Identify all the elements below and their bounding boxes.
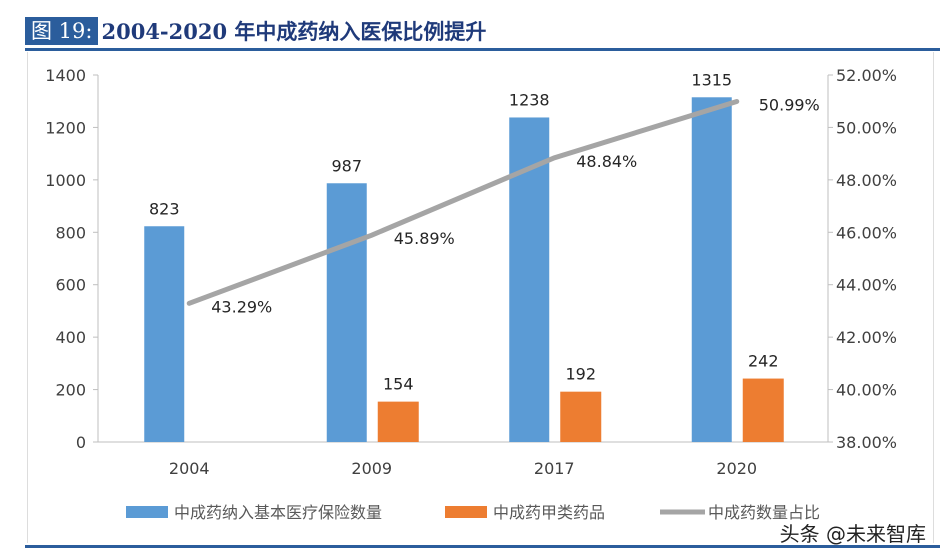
left-tick-label: 1200 [45,118,86,137]
bar-data-label: 154 [383,375,414,394]
line-data-label: 50.99% [759,95,820,114]
right-tick-label: 46.00% [836,223,897,242]
bar-class-a-2020 [742,378,784,442]
x-tick-label: 2020 [716,459,757,478]
figure-title-text: 2004-2020 年中成药纳入医保比例提升 [101,19,487,44]
bar-total-2004 [144,226,185,442]
legend-label: 中成药数量占比 [708,503,820,522]
right-tick-label: 42.00% [836,328,897,347]
left-tick-label: 1000 [45,171,86,190]
bar-data-label: 192 [565,365,596,384]
right-tick-label: 44.00% [836,276,897,295]
watermark: 头条 @未来智库 [779,522,926,546]
line-data-label: 48.84% [576,152,637,171]
left-tick-label: 800 [55,223,86,242]
bar-total-2009 [326,183,367,442]
bar-data-label: 1315 [691,70,732,89]
figure-label: 图 19: [25,17,99,45]
bar-data-label: 823 [149,199,180,218]
left-tick-label: 0 [76,433,86,452]
legend-label: 中成药纳入基本医疗保险数量 [174,503,382,522]
right-tick-label: 48.00% [836,171,897,190]
x-tick-label: 2009 [351,459,392,478]
x-tick-label: 2004 [169,459,210,478]
bar-total-2020 [691,97,732,443]
bar-class-a-2017 [560,391,602,442]
chart-frame [27,52,934,543]
top-rule [25,48,940,51]
left-tick-label: 1400 [45,66,86,85]
line-data-label: 45.89% [394,229,455,248]
left-tick-label: 200 [55,381,86,400]
left-tick-label: 400 [55,328,86,347]
line-data-label: 43.29% [211,297,272,316]
left-tick-label: 600 [55,276,86,295]
bottom-rule [25,545,940,548]
bar-data-label: 1238 [509,90,550,109]
legend-swatch [445,506,487,518]
legend-label: 中成药甲类药品 [493,503,605,522]
right-tick-label: 38.00% [836,433,897,452]
legend-swatch [126,506,168,518]
x-tick-label: 2017 [534,459,575,478]
bar-data-label: 987 [331,156,362,175]
right-tick-label: 52.00% [836,66,897,85]
figure-title: 图 19: 2004-2020 年中成药纳入医保比例提升 [25,17,486,45]
right-tick-label: 40.00% [836,381,897,400]
bar-data-label: 242 [748,352,779,371]
right-tick-label: 50.00% [836,118,897,137]
bar-class-a-2009 [377,401,419,442]
line-series-ratio [186,98,740,306]
